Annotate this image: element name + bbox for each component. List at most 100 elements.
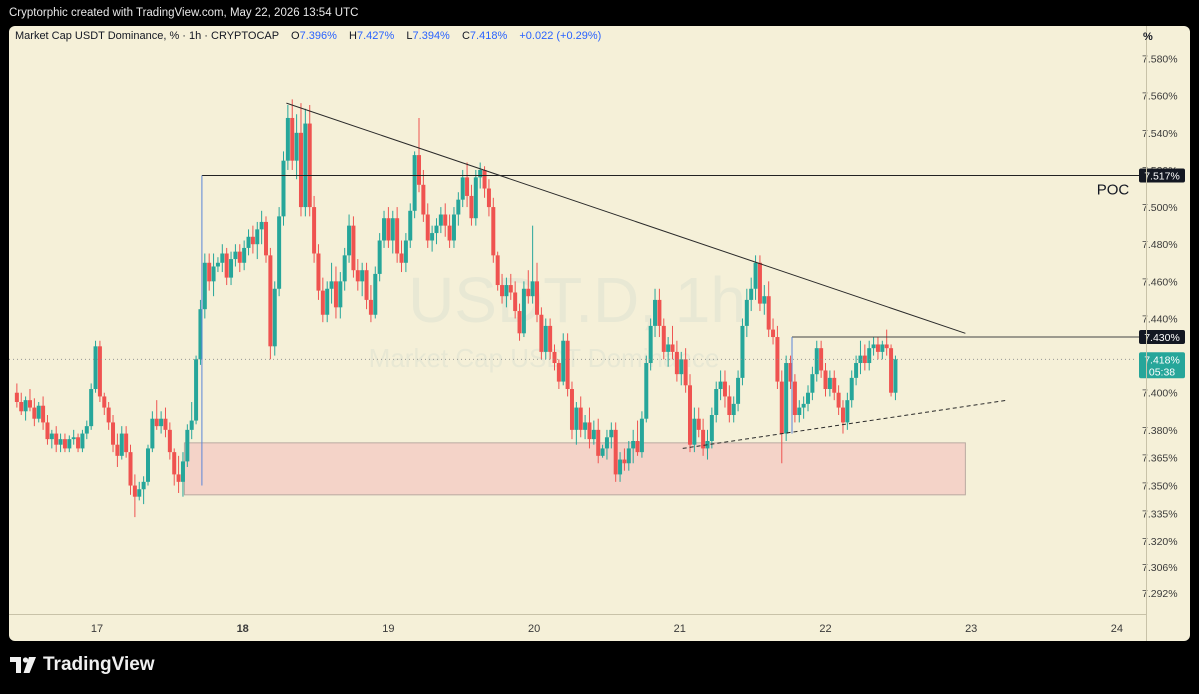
ascending-trendline <box>682 399 1008 449</box>
candle-body <box>412 155 417 211</box>
candle-body <box>827 377 832 390</box>
candle-body <box>264 221 269 256</box>
legend-open-value: 7.396% <box>299 30 337 42</box>
axis-unit-label[interactable]: % <box>1143 31 1153 43</box>
candle-body <box>486 188 491 208</box>
candle-body <box>801 403 806 408</box>
candle-body <box>832 377 837 393</box>
tradingview-brand: TradingView <box>43 654 155 675</box>
candle-body <box>198 309 203 360</box>
candle-body <box>543 325 548 352</box>
price-axis[interactable]: 7.580%7.560%7.540%7.520%7.500%7.480%7.46… <box>1142 54 1178 601</box>
candle-body <box>32 407 37 419</box>
candle-body <box>430 233 435 241</box>
legend-high-value: 7.427% <box>356 30 395 42</box>
candle-body <box>762 296 767 304</box>
candle-body <box>84 426 89 434</box>
candle-body <box>495 255 500 286</box>
y-tick-label: 7.540% <box>1142 128 1178 140</box>
candle-body <box>150 418 155 449</box>
candle-body <box>473 177 478 219</box>
x-tick-label: 17 <box>91 623 103 635</box>
candle-body <box>744 299 749 326</box>
candle-body <box>451 214 456 241</box>
candle-body <box>587 422 592 440</box>
candle-body <box>403 240 408 263</box>
candle-body <box>233 251 238 260</box>
candle-body <box>163 418 168 430</box>
candle-body <box>207 262 212 282</box>
candle-body <box>482 169 487 189</box>
candle-body <box>49 433 54 440</box>
candle-body <box>714 389 719 416</box>
poc-price-tag-bg <box>1139 168 1185 183</box>
candle-body <box>674 351 679 375</box>
time-axis[interactable]: 17 18 19 20 21 22 23 24 <box>91 623 1123 635</box>
candle-body <box>220 253 225 263</box>
y-tick-label: 7.460% <box>1142 276 1178 288</box>
y-tick-label: 7.350% <box>1142 481 1178 493</box>
candle-body <box>517 311 522 334</box>
candle-body <box>45 422 50 440</box>
x-tick-label: 21 <box>674 623 686 635</box>
candle-body <box>242 247 247 263</box>
candle-body <box>530 281 535 297</box>
y-tick-label: 7.400% <box>1142 388 1178 400</box>
candle-body <box>583 422 588 430</box>
candle-body <box>705 440 710 449</box>
candle-body <box>600 448 605 456</box>
candle-body <box>102 396 107 408</box>
candle-body <box>508 285 513 293</box>
last-price-tag-countdown: 05:38 <box>1149 366 1175 378</box>
candle-body <box>298 132 303 208</box>
x-tick-label: 23 <box>965 623 977 635</box>
candle-body <box>810 374 815 393</box>
candle-body <box>128 452 133 486</box>
candle-body <box>71 437 76 440</box>
chart-frame[interactable]: USDT.D, 1h Market Cap USDT Dominance POC… <box>9 26 1190 641</box>
x-tick-label: 18 <box>237 623 249 635</box>
x-tick-label: 19 <box>382 623 394 635</box>
candle-body <box>867 348 872 364</box>
candle-body <box>574 407 579 430</box>
legend-change-value: +0.022 (+0.29%) <box>519 30 602 42</box>
candle-body <box>766 296 771 330</box>
candle-body <box>194 359 199 421</box>
candle-body <box>132 485 137 497</box>
candle-body <box>784 363 789 434</box>
candle-body <box>823 370 828 390</box>
candle-body <box>294 132 299 161</box>
candle-body <box>880 344 885 352</box>
candle-body <box>27 400 32 408</box>
symbol-legend[interactable]: Market Cap USDT Dominance, % · 1h · CRYP… <box>15 30 601 42</box>
time-axis-divider <box>9 614 1146 615</box>
candle-body <box>875 344 880 352</box>
candle-body <box>76 437 81 449</box>
candle-body <box>250 236 255 245</box>
legend-close-label: C <box>461 30 470 42</box>
tradingview-logo[interactable]: TradingView <box>10 654 155 676</box>
y-tick-label: 7.306% <box>1142 562 1178 574</box>
candle-body <box>657 299 662 326</box>
candle-body <box>696 418 701 430</box>
candle-body <box>425 214 430 241</box>
candle-body <box>416 155 421 185</box>
candle-body <box>447 225 452 241</box>
candle-body <box>631 440 636 449</box>
candle-body <box>395 218 400 254</box>
candle-body <box>500 285 505 297</box>
y-tick-label: 7.335% <box>1142 508 1178 520</box>
y-tick-label: 7.440% <box>1142 313 1178 325</box>
y-tick-label: 7.480% <box>1142 239 1178 251</box>
candle-body <box>456 199 461 215</box>
candle-body <box>316 253 321 291</box>
candle-body <box>893 359 898 393</box>
candle-body <box>591 429 596 440</box>
candle-body <box>569 389 574 430</box>
candle-body <box>80 433 85 449</box>
legend-high-label: H <box>349 30 357 42</box>
attribution-text: Cryptorphic created with TradingView.com… <box>9 7 359 19</box>
chart-svg[interactable]: USDT.D, 1h Market Cap USDT Dominance POC… <box>9 26 1190 641</box>
candle-body <box>661 325 666 352</box>
candle-body <box>333 281 338 308</box>
